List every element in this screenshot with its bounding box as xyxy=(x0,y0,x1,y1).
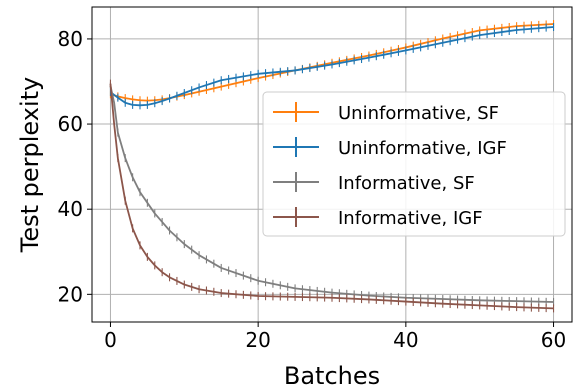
plot-frame xyxy=(91,6,573,323)
x-tick-label: 40 xyxy=(393,328,418,352)
y-tick-label: 80 xyxy=(58,27,83,51)
y-tick-label: 60 xyxy=(58,112,83,136)
y-axis-label: Test perplexity xyxy=(16,77,44,254)
y-tick-label: 40 xyxy=(58,197,83,221)
series-lines xyxy=(109,20,555,313)
x-axis-label: Batches xyxy=(284,362,380,390)
legend-label: Uninformative, SF xyxy=(338,103,499,124)
legend-box xyxy=(262,91,566,237)
series-informative-igf xyxy=(109,79,555,313)
x-tick-label: 20 xyxy=(245,328,270,352)
x-tick-label: 0 xyxy=(104,328,117,352)
y-tick-label: 20 xyxy=(58,282,83,306)
legend-label: Uninformative, IGF xyxy=(338,138,507,159)
axis-ticks: 0 20 40 60 20 40 60 80 xyxy=(58,27,567,352)
legend: Uninformative, SF Uninformative, IGF Infor… xyxy=(262,91,566,237)
legend-label: Informative, IGF xyxy=(338,208,483,229)
legend-label: Informative, SF xyxy=(338,173,475,194)
x-tick-label: 60 xyxy=(541,328,566,352)
